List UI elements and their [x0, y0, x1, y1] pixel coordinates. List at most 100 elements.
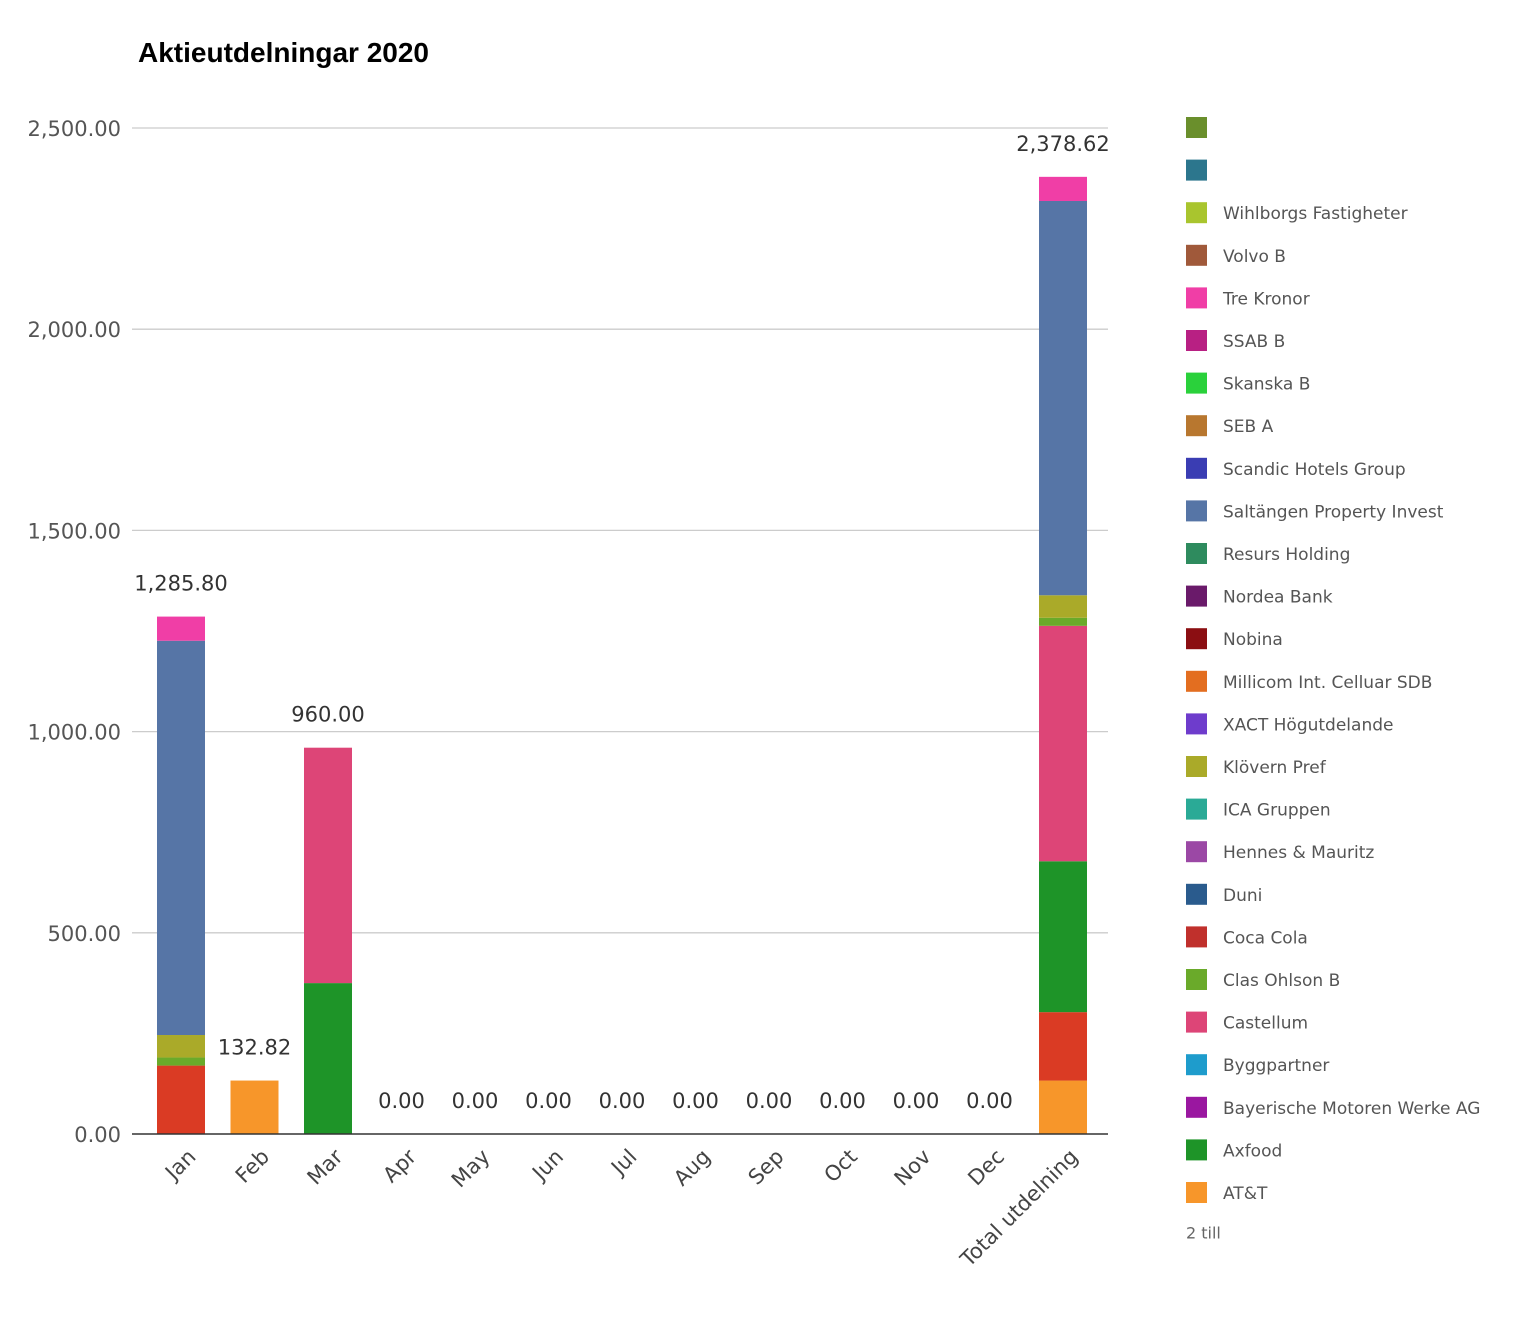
bar-segment	[1039, 1081, 1087, 1134]
legend-swatch	[1186, 628, 1207, 649]
legend-swatch	[1186, 841, 1207, 862]
legend-label: Scandic Hotels Group	[1223, 460, 1406, 480]
bar-segment	[231, 1081, 279, 1134]
legend-label: XACT Högutdelande	[1223, 715, 1393, 735]
legend-swatch	[1186, 1054, 1207, 1075]
legend-swatch	[1186, 543, 1207, 564]
legend-more-link[interactable]: 2 till	[1186, 1224, 1221, 1243]
bar-total-label: 0.00	[966, 1089, 1013, 1113]
legend-swatch	[1186, 713, 1207, 734]
bar-total-label: 2,378.62	[1016, 132, 1110, 156]
x-tick-label: Nov	[890, 1145, 936, 1191]
legend-label: Resurs Holding	[1223, 545, 1350, 565]
legend-label: SSAB B	[1223, 332, 1285, 352]
x-tick-label: Aug	[669, 1145, 715, 1191]
bar-segment	[1039, 1012, 1087, 1080]
legend-swatch	[1186, 1012, 1207, 1033]
bar-segment	[1039, 626, 1087, 861]
legend-swatch	[1186, 586, 1207, 607]
legend-swatch	[1186, 799, 1207, 820]
bar-total-label: 0.00	[819, 1089, 866, 1113]
chart-title: Aktieutdelningar 2020	[138, 37, 429, 68]
bar-total-label: 0.00	[378, 1089, 425, 1113]
y-axis-ticks: 0.00 500.00 1,000.00 1,500.00 2,000.00 2,500.…	[27, 117, 121, 1147]
legend-swatch	[1186, 884, 1207, 905]
bar-segment	[157, 1035, 205, 1058]
legend-label: AT&T	[1223, 1184, 1268, 1204]
legend-label: ICA Gruppen	[1223, 801, 1331, 821]
y-tick-label: 500.00	[48, 922, 121, 946]
legend: Wihlborgs Fastigheter Volvo B Tre Kronor SS…	[1186, 117, 1480, 1243]
x-tick-label: Jan	[159, 1145, 200, 1186]
bar-segment	[157, 617, 205, 641]
legend-swatch	[1186, 458, 1207, 479]
legend-swatch	[1186, 1139, 1207, 1160]
gridlines	[132, 128, 1108, 933]
legend-swatch	[1186, 245, 1207, 266]
x-tick-label: Sep	[744, 1145, 789, 1190]
bar-total-label: 0.00	[525, 1089, 572, 1113]
legend-label: Nordea Bank	[1223, 588, 1333, 608]
legend-label: Saltängen Property Invest	[1223, 502, 1444, 522]
x-tick-label: Oct	[819, 1145, 862, 1188]
x-tick-label: Apr	[378, 1144, 421, 1187]
bar-segment	[1039, 201, 1087, 595]
bar-total-label: 0.00	[599, 1089, 646, 1113]
bar-segment	[1039, 595, 1087, 618]
legend-swatch	[1186, 117, 1207, 138]
legend-swatch	[1186, 500, 1207, 521]
bar-total-label: 0.00	[746, 1089, 793, 1113]
legend-swatch	[1186, 1182, 1207, 1203]
legend-swatch	[1186, 1097, 1207, 1118]
legend-label: Bayerische Motoren Werke AG	[1223, 1099, 1480, 1119]
legend-label: Klövern Pref	[1223, 758, 1327, 778]
bar-total-label: 0.00	[672, 1089, 719, 1113]
bar-total-label: 0.00	[893, 1089, 940, 1113]
bar-segment	[157, 641, 205, 1035]
bar-total-label: 960.00	[291, 703, 364, 727]
x-tick-label: Jul	[605, 1145, 641, 1181]
legend-label: Byggpartner	[1223, 1056, 1329, 1076]
legend-swatch	[1186, 969, 1207, 990]
x-axis-ticks: Jan Feb Mar Apr May Jun Jul Aug Sep Oct Nov DecTota…	[159, 1144, 1082, 1272]
legend-label: Clas Ohlson B	[1223, 971, 1340, 991]
legend-swatch	[1186, 202, 1207, 223]
bar-total-label: 0.00	[452, 1089, 499, 1113]
bar-segment	[1039, 861, 1087, 1012]
x-tick-label: Mar	[303, 1144, 348, 1189]
bar-total-labels: 1,285.80 132.82 960.00 0.00 0.00 0.00 0.00 0.00…	[134, 132, 1110, 1113]
legend-label: SEB A	[1223, 417, 1274, 437]
x-tick-label: Dec	[963, 1145, 1009, 1191]
legend-label: Wihlborgs Fastigheter	[1223, 204, 1408, 224]
bar-total-label: 132.82	[218, 1036, 291, 1060]
legend-swatch	[1186, 926, 1207, 947]
y-tick-label: 2,000.00	[27, 318, 121, 342]
legend-swatch	[1186, 415, 1207, 436]
legend-label: Nobina	[1223, 630, 1283, 650]
legend-swatch	[1186, 671, 1207, 692]
x-tick-label: Feb	[231, 1145, 274, 1188]
x-tick-label: May	[447, 1145, 495, 1193]
legend-swatch	[1186, 287, 1207, 308]
legend-swatch	[1186, 756, 1207, 777]
legend-swatch	[1186, 373, 1207, 394]
bar-segment	[1039, 618, 1087, 626]
bar-total-label: 1,285.80	[134, 572, 228, 596]
legend-swatch	[1186, 160, 1207, 181]
legend-label: Skanska B	[1223, 375, 1310, 395]
x-tick-label: Jun	[526, 1145, 568, 1187]
bar-segment	[304, 748, 352, 983]
bar-segment	[157, 1066, 205, 1134]
legend-label: Hennes & Mauritz	[1223, 843, 1374, 863]
legend-label: Castellum	[1223, 1014, 1308, 1034]
y-tick-label: 1,000.00	[27, 721, 121, 745]
y-tick-label: 2,500.00	[27, 117, 121, 141]
legend-label: Tre Kronor	[1222, 289, 1310, 309]
legend-label: Coca Cola	[1223, 928, 1308, 948]
bar-segment	[304, 983, 352, 1134]
legend-label: Duni	[1223, 886, 1262, 906]
y-tick-label: 1,500.00	[27, 519, 121, 543]
bar-segment	[157, 1058, 205, 1066]
legend-label: Millicom Int. Celluar SDB	[1223, 673, 1432, 693]
legend-label: Volvo B	[1223, 247, 1286, 267]
